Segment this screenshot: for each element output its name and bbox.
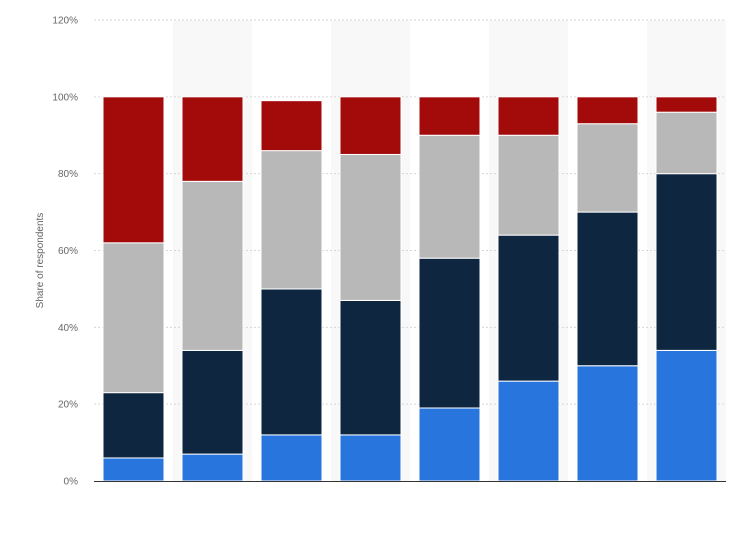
y-axis-tick-labels: 0% 20% 40% 60% 80% 100% 120% bbox=[52, 16, 78, 488]
bar-segment bbox=[102, 457, 165, 482]
bar-segment bbox=[102, 96, 165, 244]
bar-segment bbox=[497, 96, 560, 136]
bar-segment bbox=[418, 134, 481, 259]
y-tick-label: 0% bbox=[64, 477, 79, 488]
bar-segment bbox=[339, 153, 402, 301]
bar-segment bbox=[655, 96, 718, 113]
bar-segment bbox=[260, 288, 323, 436]
bar-segment bbox=[260, 150, 323, 290]
bar-segment bbox=[497, 234, 560, 382]
bar-segment bbox=[339, 434, 402, 482]
bar-segment bbox=[655, 173, 718, 351]
bar-segment bbox=[655, 111, 718, 175]
bar-segment bbox=[576, 96, 639, 125]
bar-segment bbox=[260, 100, 323, 152]
bar-segment bbox=[576, 365, 639, 482]
bar-segment bbox=[181, 349, 244, 455]
bar-segment bbox=[102, 242, 165, 394]
y-tick-label: 40% bbox=[58, 323, 78, 334]
bar-segment bbox=[497, 380, 560, 482]
y-tick-label: 100% bbox=[52, 92, 78, 103]
bar-segment bbox=[418, 96, 481, 136]
bar-segment bbox=[339, 96, 402, 155]
bar-segment bbox=[339, 299, 402, 436]
y-tick-label: 120% bbox=[52, 16, 78, 27]
y-axis-title: Share of respondents bbox=[35, 213, 46, 309]
bar-segment bbox=[181, 96, 244, 182]
y-tick-label: 80% bbox=[58, 169, 78, 180]
y-tick-label: 20% bbox=[58, 400, 78, 411]
bar-segment bbox=[181, 180, 244, 351]
bar-segment bbox=[181, 453, 244, 482]
bar-segment bbox=[576, 123, 639, 213]
bar-segment bbox=[102, 392, 165, 459]
bar-segment bbox=[260, 434, 323, 482]
bar-series bbox=[102, 96, 718, 482]
bar-segment bbox=[418, 407, 481, 482]
y-tick-label: 60% bbox=[58, 246, 78, 257]
bar-segment bbox=[497, 134, 560, 236]
bar-segment bbox=[576, 211, 639, 367]
bar-segment bbox=[655, 349, 718, 482]
bar-segment bbox=[418, 257, 481, 409]
